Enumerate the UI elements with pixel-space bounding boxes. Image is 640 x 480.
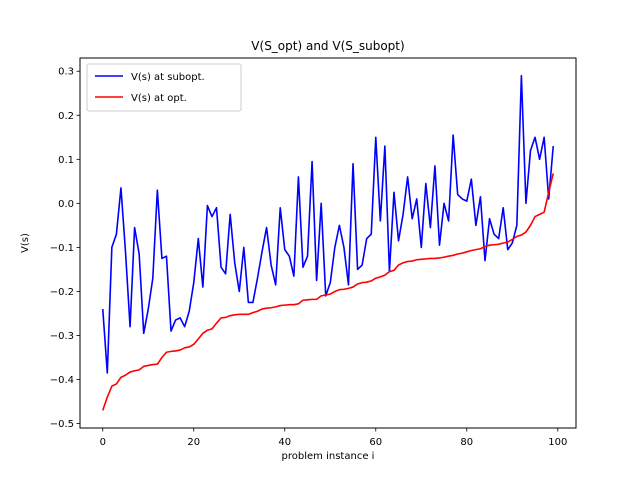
legend: V(s) at subopt. V(s) at opt. (86, 63, 242, 112)
y-tick-label: 0.3 (58, 67, 74, 78)
y-tick-label: −0.5 (50, 419, 74, 430)
series-line-1 (101, 173, 555, 411)
x-axis-label: problem instance i (282, 451, 375, 462)
y-tick-label: 0.2 (58, 111, 74, 122)
x-tick-label: 100 (548, 437, 567, 448)
x-tick-label: 20 (187, 437, 200, 448)
x-tick-label: 0 (100, 437, 106, 448)
y-tick-label: −0.3 (50, 331, 74, 342)
axes-frame (79, 57, 577, 429)
y-axis-label: V(s) (20, 233, 31, 253)
chart-title: V(S_opt) and V(S_subopt) (251, 39, 404, 53)
y-tick-label: −0.4 (50, 375, 74, 386)
x-tick-label: 40 (278, 437, 291, 448)
ticks-layer: 0 20 40 60 80 100 −0.5 −0.4 −0.3 −0.2 −0.1 0.0 0.1 0.… (50, 67, 568, 448)
legend-label-subopt: V(s) at subopt. (131, 72, 205, 83)
y-tick-label: 0.1 (58, 155, 74, 166)
x-tick-label: 60 (369, 437, 382, 448)
legend-box (86, 63, 242, 112)
y-tick-label: 0.0 (58, 199, 74, 210)
y-tick-label: −0.2 (50, 287, 74, 298)
series-line-0 (101, 74, 555, 374)
y-tick-label: −0.1 (50, 243, 74, 254)
x-tick-label: 80 (460, 437, 473, 448)
legend-label-opt: V(s) at opt. (131, 93, 187, 104)
series-layer (101, 74, 555, 411)
